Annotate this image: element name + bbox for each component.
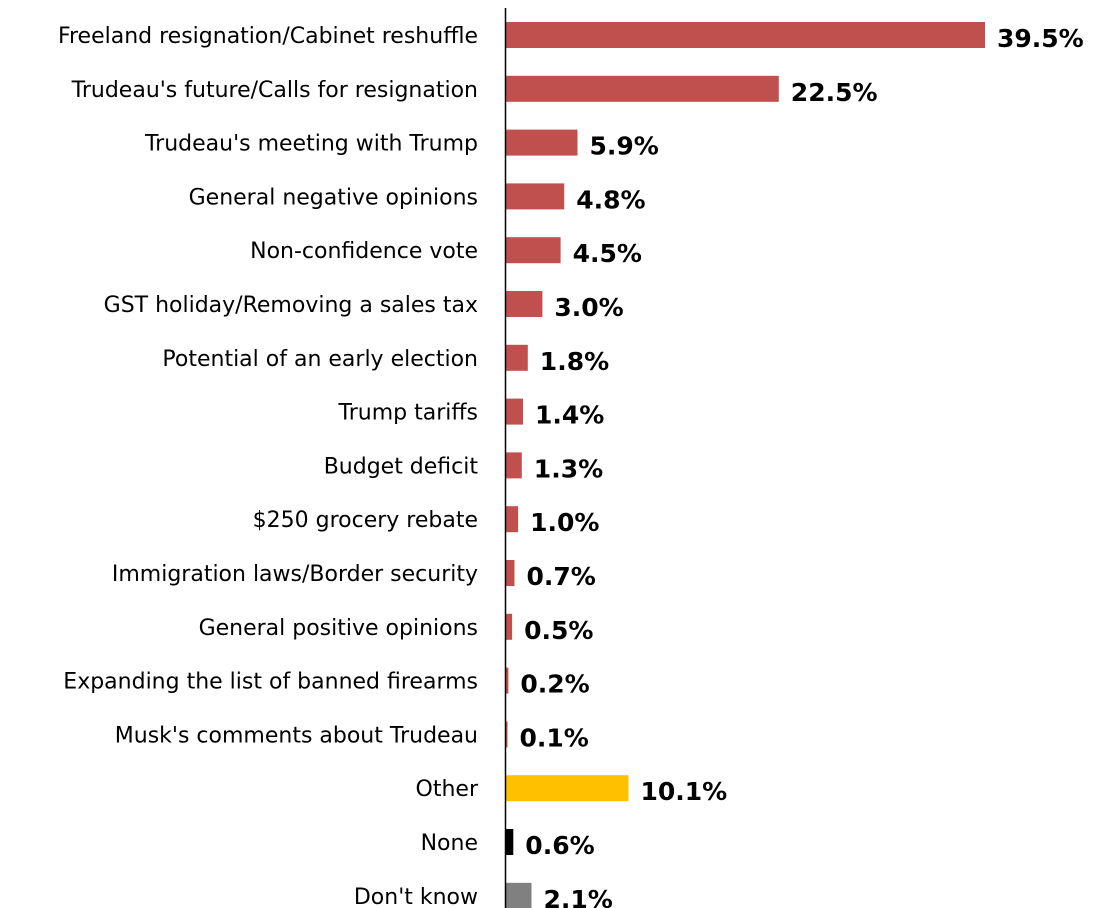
bar: [506, 22, 985, 48]
category-label: $250 grocery rebate: [253, 508, 478, 533]
value-label: 1.0%: [530, 508, 599, 537]
category-label: Don't know: [354, 885, 478, 908]
bar: [506, 506, 519, 533]
bar: [506, 613, 513, 640]
category-label: None: [421, 831, 478, 856]
value-label: 1.3%: [534, 454, 603, 483]
value-label: 1.8%: [540, 347, 609, 376]
bar: [506, 829, 514, 855]
category-label: General negative opinions: [189, 185, 478, 210]
value-label: 5.9%: [590, 132, 659, 161]
value-label: 1.4%: [535, 401, 604, 430]
category-label: GST holiday/Removing a sales tax: [104, 293, 478, 318]
bar: [506, 667, 509, 694]
bar: [506, 721, 508, 748]
value-label: 0.2%: [520, 670, 589, 699]
category-label: Freeland resignation/Cabinet reshuffle: [58, 24, 478, 49]
category-labels: Freeland resignation/Cabinet reshuffle Tr…: [58, 24, 479, 908]
category-label: Musk's comments about Trudeau: [115, 723, 478, 748]
category-label: Trump tariffs: [338, 401, 478, 426]
value-label: 10.1%: [641, 777, 728, 806]
bar: [506, 560, 515, 586]
category-label: Trudeau's future/Calls for resignation: [71, 78, 478, 103]
bars: [506, 22, 985, 908]
bar: [506, 75, 779, 102]
value-label: 0.1%: [520, 723, 589, 752]
category-label: Expanding the list of banned firearms: [63, 670, 478, 695]
category-label: General positive opinions: [199, 616, 478, 641]
category-label: Non-confidence vote: [250, 239, 478, 264]
value-label: 3.0%: [554, 293, 623, 322]
value-label: 4.5%: [573, 239, 642, 268]
bar: [506, 237, 561, 264]
bar: [506, 183, 565, 210]
category-label: Immigration laws/Border security: [112, 562, 478, 587]
bar: [506, 344, 528, 371]
bar: [506, 775, 629, 802]
value-label: 0.7%: [527, 562, 596, 591]
category-label: Trudeau's meeting with Trump: [144, 132, 478, 157]
value-label: 22.5%: [791, 78, 878, 107]
category-label: Budget deficit: [324, 454, 479, 479]
value-label: 39.5%: [997, 24, 1084, 53]
value-label: 4.8%: [576, 185, 645, 214]
category-label: Potential of an early election: [162, 347, 478, 372]
category-label: Other: [416, 777, 479, 802]
value-label: 0.6%: [525, 831, 594, 860]
bar: [506, 882, 532, 908]
value-labels: 39.5% 22.5% 5.9% 4.8% 4.5% 3.0% 1.8% 1.4% 1.3% 1.…: [520, 24, 1084, 908]
value-label: 2.1%: [544, 885, 613, 908]
bar: [506, 398, 523, 425]
bar: [506, 129, 578, 156]
bar: [506, 452, 522, 479]
bar: [506, 291, 543, 317]
value-label: 0.5%: [524, 616, 593, 645]
